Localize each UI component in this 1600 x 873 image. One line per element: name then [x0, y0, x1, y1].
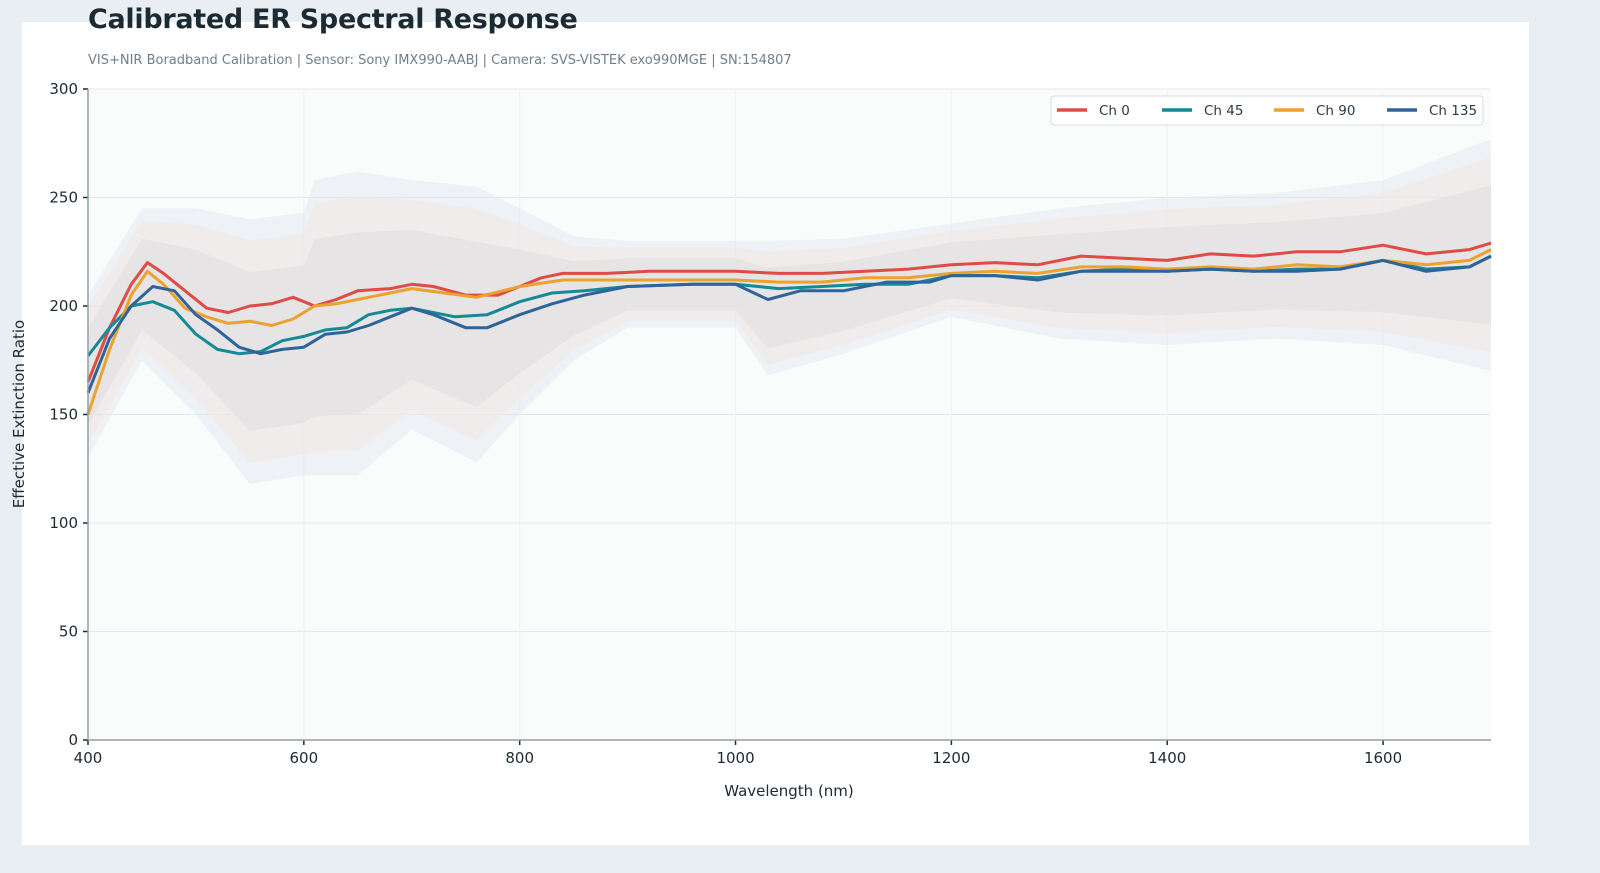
- series-line-ch-135: [86, 254, 1492, 394]
- chart-subtitle: VIS+NIR Boradband Calibration | Sensor: …: [88, 53, 792, 68]
- y-tick-label: 150: [49, 406, 78, 424]
- x-axis-label: Wavelength (nm): [724, 782, 854, 800]
- series-line-ch-90: [86, 248, 1492, 415]
- y-tick-label: 200: [49, 297, 78, 315]
- axes: 0 50 100 150 200 250 300 400 600 800 1000 1200 1400 1…: [49, 80, 1491, 767]
- x-tick-label: 600: [290, 749, 319, 767]
- legend-label: Ch 0: [1099, 103, 1130, 119]
- y-tick-label: 50: [59, 623, 78, 641]
- series-lines: [86, 241, 1492, 415]
- inner-uncertainty-band: [88, 185, 1491, 431]
- y-tick-label: 250: [49, 189, 78, 207]
- legend-label: Ch 45: [1204, 103, 1243, 119]
- x-tick-label: 800: [505, 749, 534, 767]
- y-axis-label: Effective Extinction Ratio: [10, 320, 28, 508]
- uncertainty-bands: [88, 138, 1491, 484]
- y-tick-label: 300: [49, 80, 78, 98]
- legend-label: Ch 135: [1429, 103, 1477, 119]
- series-line-ch-0: [86, 241, 1492, 383]
- x-tick-label: 1600: [1364, 749, 1402, 767]
- legend-box: [1050, 95, 1484, 126]
- legend-label: Ch 90: [1316, 103, 1355, 119]
- y-tick-label: 0: [68, 731, 78, 749]
- legend: Ch 0 Ch 45 Ch 90 Ch 135: [1050, 95, 1484, 126]
- x-tick-label: 400: [74, 749, 103, 767]
- x-tick-label: 1000: [716, 749, 754, 767]
- x-tick-label: 1400: [1148, 749, 1186, 767]
- chart-title: Calibrated ER Spectral Response: [88, 4, 578, 35]
- x-tick-label: 1200: [932, 749, 970, 767]
- y-tick-label: 100: [49, 514, 78, 532]
